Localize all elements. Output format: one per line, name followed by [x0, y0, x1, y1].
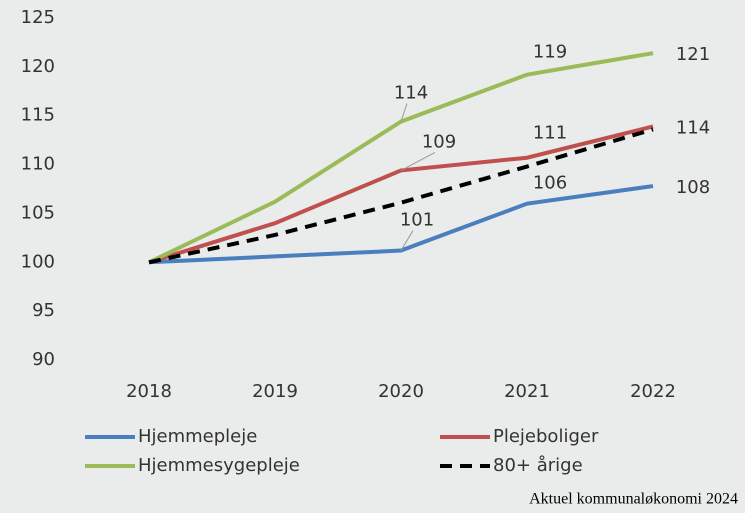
data-label: 114: [394, 83, 428, 104]
y-tick-label: 95: [32, 300, 55, 321]
x-tick-label: 2021: [504, 381, 550, 402]
y-tick-label: 110: [21, 154, 55, 175]
x-tick-label: 2020: [378, 381, 424, 402]
y-tick-label: 105: [21, 202, 55, 223]
data-label: 114: [676, 117, 710, 138]
y-tick-label: 115: [21, 105, 55, 126]
leader-line: [400, 151, 436, 171]
line-series: [148, 127, 654, 265]
data-label: 109: [422, 131, 456, 152]
data-label: 101: [400, 210, 434, 231]
legend-label: Plejeboliger: [493, 426, 599, 447]
legend-label: 80+ årige: [493, 455, 583, 476]
data-label: 108: [676, 177, 710, 198]
y-tick-label: 120: [21, 56, 55, 77]
x-tick-label: 2022: [630, 381, 676, 402]
leader-line: [400, 103, 408, 122]
data-label: 111: [533, 123, 567, 144]
leader-line: [400, 230, 414, 251]
x-tick-label: 2018: [126, 381, 172, 402]
y-tick-label: 100: [21, 251, 55, 272]
legend-label: Hjemmesygepleje: [138, 455, 300, 476]
data-label: 119: [533, 42, 567, 63]
legend-label: Hjemmepleje: [138, 426, 257, 447]
x-tick-label: 2019: [252, 381, 298, 402]
data-label: 121: [676, 44, 710, 65]
y-tick-label: 125: [21, 7, 55, 28]
source: Aktuel kommunaløkonomi 2024: [529, 491, 738, 508]
data-label: 106: [533, 173, 567, 194]
y-tick-label: 90: [32, 349, 55, 370]
